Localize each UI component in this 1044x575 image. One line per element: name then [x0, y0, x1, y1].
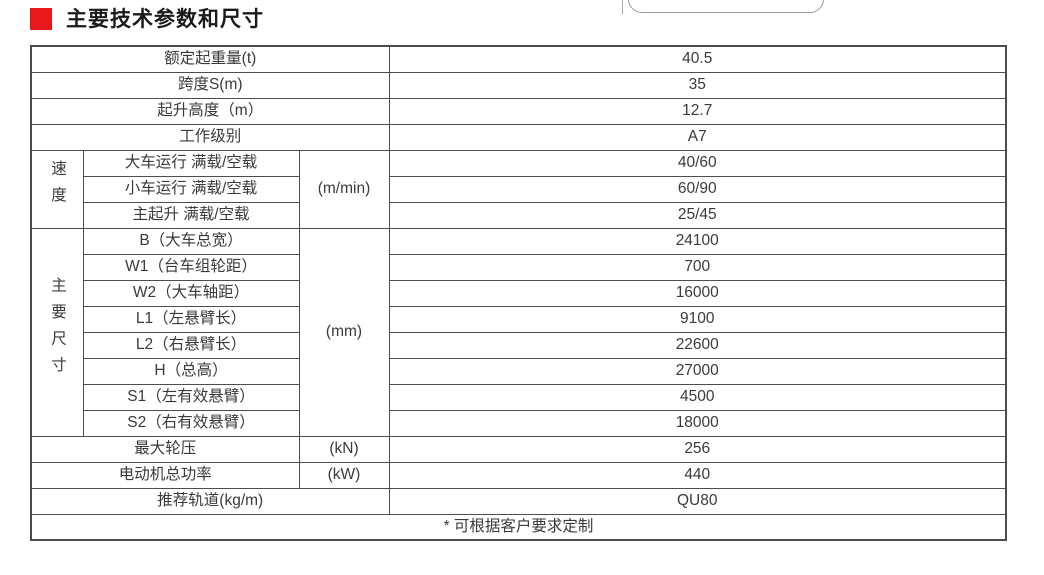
- param-value-cell: 40/60: [388, 149, 1007, 177]
- param-label-cell: 大车运行 满载/空载: [82, 149, 300, 177]
- red-square-bullet-icon: [30, 7, 52, 30]
- param-value-cell: 27000: [388, 357, 1007, 385]
- footnote-cell: * 可根据客户要求定制: [30, 513, 1007, 541]
- param-label-cell: L2（右悬臂长）: [82, 331, 300, 359]
- table-row: 小车运行 满载/空载 60/90: [31, 175, 1007, 203]
- speed-unit-cell: (m/min): [298, 149, 390, 229]
- table-row: 主要尺寸 B（大车总宽） (mm) 24100: [30, 227, 1007, 437]
- table-row: S2（右有效悬臂） 18000: [31, 409, 1007, 437]
- param-label-cell: 工作级别: [30, 123, 390, 151]
- param-value-cell: 18000: [388, 409, 1007, 437]
- param-label-cell: S2（右有效悬臂）: [82, 409, 300, 437]
- param-value-cell: 9100: [388, 305, 1007, 333]
- param-value-cell: 60/90: [388, 175, 1007, 203]
- param-label-cell: W2（大车轴距）: [82, 279, 300, 307]
- top-edge-tick-line: [622, 0, 623, 14]
- param-label-cell: 推荐轨道(kg/m): [30, 487, 390, 515]
- speed-group-label: 速度: [49, 160, 66, 214]
- param-value-cell: 22600: [388, 331, 1007, 359]
- param-label-cell: 跨度S(m): [30, 71, 390, 99]
- param-label-cell: 小车运行 满载/空载: [82, 175, 300, 203]
- param-value-cell: 16000: [388, 279, 1007, 307]
- table-row: S1（左有效悬臂） 4500: [31, 383, 1007, 411]
- table-row: 推荐轨道(kg/m) QU80: [30, 487, 1007, 515]
- param-value-cell: 40.5: [388, 45, 1007, 73]
- table-row: 电动机总功率 (kW) 440: [30, 461, 1007, 489]
- table-row: 工作级别 A7: [30, 123, 1007, 151]
- table-row: 跨度S(m) 35: [30, 71, 1007, 99]
- table-row: H（总高） 27000: [31, 357, 1007, 385]
- dimension-unit-cell: (mm): [298, 227, 390, 437]
- param-label-cell: S1（左有效悬臂）: [82, 383, 300, 411]
- param-value-cell: 700: [388, 253, 1007, 281]
- param-value-cell: 24100: [388, 227, 1007, 255]
- table-row: 起升高度（m） 12.7: [30, 97, 1007, 125]
- param-value-cell: 12.7: [388, 97, 1007, 125]
- table-row: L2（右悬臂长） 22600: [31, 331, 1007, 359]
- param-label-cell: W1（台车组轮距）: [82, 253, 300, 281]
- param-unit-cell: (kW): [298, 461, 390, 489]
- speed-group-cell: 速度: [30, 149, 84, 229]
- param-label-cell: H（总高）: [82, 357, 300, 385]
- param-label-cell: 电动机总功率: [30, 461, 300, 489]
- table-row: 额定起重量(t) 40.5: [30, 45, 1007, 73]
- table-row: 最大轮压 (kN) 256: [30, 435, 1007, 463]
- param-value-cell: A7: [388, 123, 1007, 151]
- param-label-cell: 最大轮压: [30, 435, 300, 463]
- table-row: W1（台车组轮距） 700: [31, 253, 1007, 281]
- param-value-cell: 35: [388, 71, 1007, 99]
- partial-rounded-box: [628, 0, 824, 13]
- param-label-cell: 主起升 满载/空载: [82, 201, 300, 229]
- param-value-cell: QU80: [388, 487, 1007, 515]
- dimension-group-cell: 主要尺寸: [30, 227, 84, 437]
- table-row: 主起升 满载/空载 25/45: [31, 201, 1007, 229]
- spec-table: 额定起重量(t) 40.5 跨度S(m) 35 起升高度（m） 12.7 工作级…: [30, 45, 1007, 541]
- table-row: 速度 大车运行 满载/空载 (m/min) 40/60: [30, 149, 1007, 229]
- param-label-cell: 额定起重量(t): [30, 45, 390, 73]
- param-label-cell: L1（左悬臂长）: [82, 305, 300, 333]
- section-title-bar: 主要技术参数和尺寸: [30, 7, 264, 30]
- param-value-cell: 440: [388, 461, 1007, 489]
- param-unit-cell: (kN): [298, 435, 390, 463]
- table-row: * 可根据客户要求定制: [30, 513, 1007, 541]
- table-row: L1（左悬臂长） 9100: [31, 305, 1007, 333]
- page-title: 主要技术参数和尺寸: [66, 8, 264, 31]
- table-row: W2（大车轴距） 16000: [31, 279, 1007, 307]
- dimension-group-label: 主要尺寸: [49, 276, 66, 383]
- param-label-cell: B（大车总宽）: [82, 227, 300, 255]
- param-value-cell: 256: [388, 435, 1007, 463]
- param-value-cell: 4500: [388, 383, 1007, 411]
- param-label-cell: 起升高度（m）: [30, 97, 390, 125]
- param-value-cell: 25/45: [388, 201, 1007, 229]
